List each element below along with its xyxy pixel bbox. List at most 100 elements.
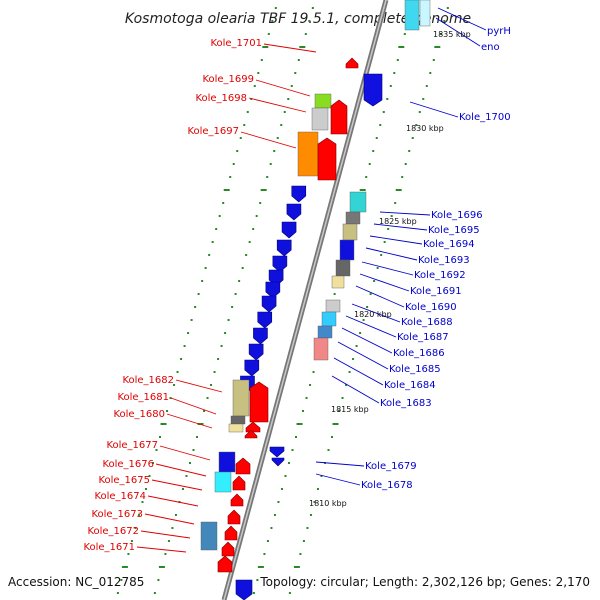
label-leader-line — [248, 97, 307, 113]
tick-dot — [290, 85, 293, 87]
tick-dot — [387, 228, 390, 230]
gene-block-kole-1687 — [317, 325, 333, 339]
label-leader-line — [355, 285, 405, 308]
tick-dot — [183, 345, 186, 347]
gene-arrow-kole-1675 — [232, 475, 246, 491]
tick-dot — [208, 254, 211, 256]
gene-label-kole-1682[interactable]: Kole_1682 — [122, 375, 174, 386]
gene-label-kole-1686[interactable]: Kole_1686 — [393, 348, 445, 359]
label-leader-line — [140, 530, 191, 539]
gene-label-kole-1678[interactable]: Kole_1678 — [361, 480, 413, 491]
tick-dot — [121, 566, 128, 568]
tick-dot — [227, 319, 230, 321]
tick-dot — [159, 436, 162, 438]
gene-arrow-kole-1697 — [317, 137, 337, 181]
gene-label-kole-1691[interactable]: Kole_1691 — [410, 286, 462, 297]
gene-label-kole-1683[interactable]: Kole_1683 — [380, 398, 432, 409]
forward-gene-labels: Kole_1701 Kole_1699 Kole_1698 Kole_1697 … — [83, 38, 262, 553]
gene-label-kole-1690[interactable]: Kole_1690 — [405, 302, 457, 313]
label-leader-line — [361, 261, 414, 276]
gene-label-kole-1700[interactable]: Kole_1700 — [459, 112, 511, 123]
tick-dot — [394, 202, 397, 204]
gene-label-kole-1696[interactable]: Kole_1696 — [431, 210, 483, 221]
tick-dot — [368, 163, 371, 165]
reverse-gene-labels: pyrH eno Kole_1700 Kole_1696 Kole_1695 K… — [361, 26, 511, 491]
tick-dot — [379, 124, 382, 126]
tick-dot — [411, 137, 414, 139]
tick-dot — [341, 397, 344, 399]
gene-label-kole-1701[interactable]: Kole_1701 — [210, 38, 262, 49]
gene-arrow-kole-1680 — [244, 429, 258, 439]
tick-dot — [217, 358, 220, 360]
tick-dot — [333, 293, 336, 295]
gene-arrow-reverse — [265, 281, 281, 299]
gene-block-kole-1686 — [313, 337, 329, 361]
label-leader-line — [373, 223, 428, 231]
gene-label-kole-1684[interactable]: Kole_1684 — [384, 380, 436, 391]
gene-label-kole-1698[interactable]: Kole_1698 — [195, 93, 247, 104]
tick-dot — [253, 85, 256, 87]
tick-dot — [312, 371, 315, 373]
gene-label-kole-1693[interactable]: Kole_1693 — [418, 255, 470, 266]
tick-dot — [313, 501, 316, 503]
gene-label-kole-1676[interactable]: Kole_1676 — [102, 459, 154, 470]
tick-dot — [176, 371, 179, 373]
gene-block-kole-1699 — [314, 93, 332, 109]
gene-label-kole-1673[interactable]: Kole_1673 — [91, 509, 143, 520]
gene-label-kole-1687[interactable]: Kole_1687 — [397, 332, 449, 343]
tick-dot — [398, 46, 405, 48]
gene-label-kole-1672[interactable]: Kole_1672 — [87, 526, 139, 537]
gene-block-kole-1677 — [218, 451, 236, 473]
label-leader-line — [331, 375, 380, 404]
label-leader-line — [175, 379, 223, 393]
tick-dot — [151, 462, 154, 464]
tick-dot — [311, 7, 314, 9]
gene-label-kole-1688[interactable]: Kole_1688 — [401, 317, 453, 328]
gene-label-kole-1699[interactable]: Kole_1699 — [202, 74, 254, 85]
tick-dot — [338, 410, 341, 412]
tick-dot — [302, 410, 305, 412]
gene-label-kole-1695[interactable]: Kole_1695 — [428, 225, 480, 236]
label-leader-line — [166, 413, 213, 429]
gene-label-kole-1694[interactable]: Kole_1694 — [423, 239, 475, 250]
tick-dot — [127, 553, 130, 555]
label-leader-line — [155, 463, 207, 477]
gene-label-kole-1674[interactable]: Kole_1674 — [94, 491, 146, 502]
tick-dot — [166, 410, 169, 412]
gene-label-kole-1692[interactable]: Kole_1692 — [414, 270, 466, 281]
kbp-mark-1810: 1810 kbp — [309, 499, 347, 508]
gene-arrow-kole-1700 — [363, 73, 383, 107]
tick-dot — [238, 280, 241, 282]
gene-arrow-reverse — [261, 295, 277, 313]
tick-dot — [331, 436, 334, 438]
tick-dot — [256, 579, 259, 581]
tick-dot — [259, 202, 262, 204]
gene-label-kole-1671[interactable]: Kole_1671 — [83, 542, 135, 553]
tick-dot — [287, 98, 290, 100]
gene-label-kole-1679[interactable]: Kole_1679 — [365, 461, 417, 472]
tick-dot — [439, 33, 442, 35]
tick-dot — [352, 358, 355, 360]
label-leader-line — [369, 235, 423, 245]
gene-label-eno[interactable]: eno — [481, 42, 500, 53]
gene-block-kole-1680 — [228, 423, 244, 433]
tick-dot — [204, 267, 207, 269]
gene-label-kole-1675[interactable]: Kole_1675 — [98, 475, 150, 486]
gene-block-kole-1694 — [342, 223, 358, 241]
tick-dot — [234, 293, 237, 295]
gene-label-kole-1677[interactable]: Kole_1677 — [106, 440, 158, 451]
gene-label-pyrh[interactable]: pyrH — [487, 26, 511, 37]
gene-arrow-kole-1671b — [217, 555, 233, 573]
gene-label-kole-1685[interactable]: Kole_1685 — [389, 364, 441, 375]
gene-label-kole-1681[interactable]: Kole_1681 — [117, 392, 169, 403]
tick-dot — [224, 332, 227, 334]
tick-dot — [130, 540, 133, 542]
tick-dot — [197, 293, 200, 295]
tick-dot — [201, 280, 204, 282]
tick-dot — [157, 579, 160, 581]
gene-label-kole-1680[interactable]: Kole_1680 — [113, 409, 165, 420]
gene-label-kole-1697[interactable]: Kole_1697 — [187, 126, 239, 137]
tick-dot — [232, 163, 235, 165]
tick-marks — [116, 7, 449, 594]
tick-dot — [327, 449, 330, 451]
